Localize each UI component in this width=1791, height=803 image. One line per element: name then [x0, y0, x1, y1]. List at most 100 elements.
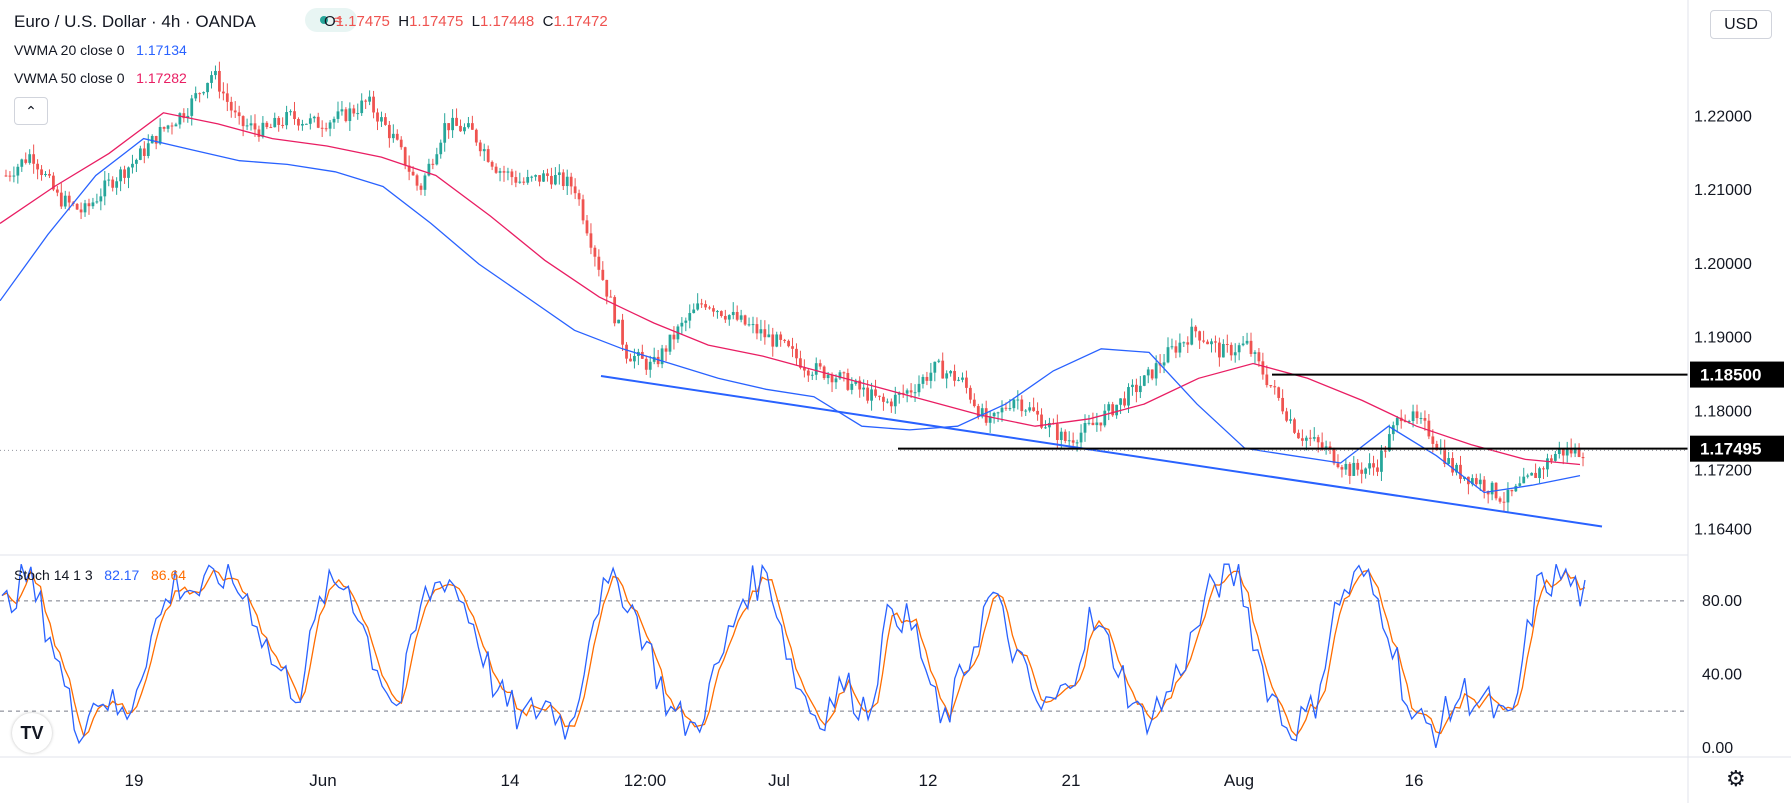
candle-body — [1012, 399, 1016, 409]
candle-body — [1376, 467, 1379, 472]
price-tick-label: 1.21000 — [1694, 182, 1752, 199]
candle-body — [1170, 346, 1174, 348]
tradingview-logo-icon[interactable]: TV — [12, 713, 52, 753]
candle-body — [1249, 340, 1253, 354]
candle-body — [672, 334, 676, 340]
candle-body — [443, 123, 447, 143]
candle-body — [708, 307, 711, 309]
candle-body — [328, 122, 332, 129]
ohlc-readout: O1.17475 H1.17475 L1.17448 C1.17472 — [324, 13, 608, 30]
candle-body — [1075, 442, 1079, 444]
candle-body — [909, 390, 913, 393]
candle-body — [1063, 431, 1067, 441]
candle-body — [257, 129, 261, 137]
candle-body — [1431, 436, 1435, 444]
candle-body — [723, 315, 727, 320]
stoch-legend[interactable]: Stoch 14 1 3 82.17 86.64 — [14, 567, 187, 583]
vwma50-legend[interactable]: VWMA 50 close 0 1.17282 — [14, 70, 187, 86]
currency-button[interactable]: USD — [1710, 10, 1772, 39]
price-tick-label: 1.16400 — [1694, 521, 1752, 538]
settings-gear-icon[interactable]: ⚙ — [1726, 766, 1746, 791]
candle-body — [368, 96, 371, 102]
candle-body — [1498, 498, 1502, 502]
candle-body — [597, 256, 601, 270]
candle-body — [1451, 458, 1454, 473]
candle-body — [498, 171, 502, 173]
candle-body — [1514, 485, 1518, 492]
candle-body — [1036, 410, 1039, 415]
candle-body — [1162, 362, 1166, 366]
candle-body — [1546, 458, 1549, 470]
candle-body — [747, 324, 751, 326]
candle-body — [1016, 399, 1020, 401]
candle-body — [569, 176, 573, 187]
candle-body — [142, 148, 146, 156]
candle-body — [103, 180, 107, 197]
candle-body — [787, 340, 790, 347]
candle-body — [1115, 404, 1119, 416]
candle-body — [399, 139, 403, 148]
candle-body — [542, 173, 545, 182]
candle-body — [79, 209, 83, 213]
candle-body — [455, 117, 458, 126]
candle-body — [233, 110, 237, 113]
candle-body — [1261, 361, 1265, 375]
candle-body — [581, 199, 585, 221]
candle-body — [138, 148, 142, 160]
candle-body — [585, 220, 589, 234]
candle-body — [253, 123, 257, 130]
candle-body — [162, 126, 166, 129]
candle-body — [933, 361, 937, 373]
vwma20-legend[interactable]: VWMA 20 close 0 1.17134 — [14, 42, 187, 58]
candle-body — [20, 159, 24, 167]
candle-body — [1301, 438, 1304, 441]
candle-body — [32, 154, 36, 164]
candle-body — [308, 118, 312, 124]
candle-body — [842, 372, 846, 374]
candle-body — [237, 112, 241, 117]
candle-body — [1423, 418, 1427, 421]
candle-body — [1111, 404, 1115, 416]
collapse-legend-button[interactable]: ⌃ — [14, 97, 48, 125]
candle-body — [1561, 449, 1565, 456]
candle-body — [1107, 404, 1111, 411]
candle-body — [862, 387, 866, 390]
candle-body — [285, 112, 288, 126]
candle-body — [953, 370, 956, 381]
candle-body — [4, 175, 8, 177]
candle-body — [565, 176, 569, 187]
candle-body — [221, 91, 225, 94]
candle-body — [648, 361, 652, 370]
candle-body — [913, 392, 917, 394]
candle-body — [1083, 423, 1087, 433]
candle-body — [415, 175, 419, 186]
candle-body — [680, 322, 684, 327]
candle-body — [356, 113, 360, 115]
price-tick-label: 1.18000 — [1694, 403, 1752, 420]
candle-body — [135, 159, 138, 164]
vwma50-line — [0, 112, 1581, 466]
candle-body — [1040, 414, 1043, 428]
candle-body — [751, 324, 755, 326]
candle-body — [743, 315, 747, 325]
candle-body — [91, 202, 95, 207]
candle-body — [336, 111, 340, 119]
candle-body — [625, 344, 628, 359]
candle-body — [826, 374, 830, 379]
candle-body — [12, 175, 16, 177]
status-badge[interactable]: ≈ — [305, 8, 357, 32]
candle-body — [1344, 463, 1348, 470]
symbol-title[interactable]: Euro / U.S. Dollar · 4h · OANDA — [14, 12, 256, 31]
candle-body — [688, 313, 692, 321]
candle-body — [506, 171, 510, 173]
candle-body — [1486, 491, 1490, 495]
candle-body — [1368, 463, 1371, 469]
candle-body — [1407, 421, 1411, 423]
candle-body — [988, 416, 992, 423]
time-tick-label: 21 — [1062, 771, 1081, 790]
candle-body — [704, 304, 707, 308]
candle-body — [791, 346, 794, 349]
candle-body — [522, 181, 526, 183]
